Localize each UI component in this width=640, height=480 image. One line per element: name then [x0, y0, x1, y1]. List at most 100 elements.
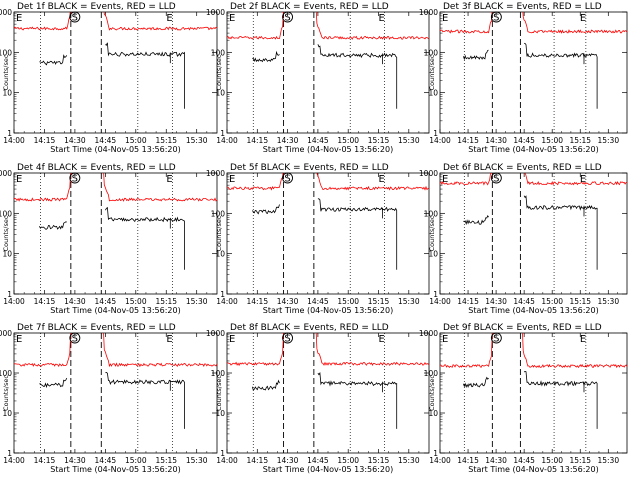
- events-series: [463, 49, 489, 61]
- x-tick-label: 14:30: [485, 136, 507, 145]
- y-axis-label: Counts/sec: [215, 375, 223, 411]
- y-tick-label: 100: [211, 48, 226, 57]
- start-marker: S: [493, 13, 499, 24]
- end-marker: E: [580, 174, 586, 185]
- x-tick-label: 15:15: [569, 456, 591, 465]
- y-tick-label: 1000: [206, 329, 225, 338]
- events-series: [463, 214, 489, 226]
- x-axis-label: Start Time (04-Nov-05 13:56:20): [50, 306, 180, 315]
- x-tick-label: 14:30: [277, 297, 299, 306]
- plot-frame: [13, 172, 218, 295]
- x-tick-label: 15:00: [337, 136, 359, 145]
- x-tick-label: 15:30: [186, 136, 208, 145]
- x-tick-label: 14:30: [277, 456, 299, 465]
- panel-det-5: Det 5f BLACK = Events, RED = LLD 14:00 14:…: [206, 163, 430, 315]
- end-marker: E: [166, 13, 172, 24]
- x-tick-label: 15:30: [398, 456, 420, 465]
- start-marker-circle: [282, 172, 294, 184]
- end-marker: E: [379, 174, 385, 185]
- x-tick-label: 15:30: [597, 297, 619, 306]
- events-series: [523, 370, 598, 429]
- events-series: [463, 376, 489, 388]
- x-tick-label: 15:00: [337, 297, 359, 306]
- plot-frame: [13, 332, 218, 454]
- lld-series: [14, 12, 217, 31]
- y-tick-label: 10: [428, 409, 438, 418]
- x-tick-label: 14:30: [64, 456, 86, 465]
- y-tick-label: 1: [7, 129, 12, 138]
- y-tick-label: 10: [215, 250, 225, 259]
- end-marker: E: [379, 13, 385, 24]
- events-series: [252, 50, 280, 63]
- x-tick-label: 14:15: [34, 297, 56, 306]
- x-tick-label: 14:00: [3, 456, 25, 465]
- plot-frame: [439, 332, 628, 454]
- panel-title: Det 9f BLACK = Events, RED = LLD: [443, 323, 602, 333]
- panel-title: Det 4f BLACK = Events, RED = LLD: [17, 163, 176, 173]
- y-tick-label: 1: [220, 449, 225, 458]
- x-tick-label: 15:00: [541, 136, 563, 145]
- y-tick-label: 10: [428, 250, 438, 259]
- plot-frame: [226, 332, 430, 454]
- y-tick-label: 100: [424, 369, 439, 378]
- start-marker: S: [72, 174, 78, 185]
- start-marker-left: E: [16, 13, 22, 24]
- x-tick-label: 14:00: [429, 297, 451, 306]
- x-tick-label: 14:15: [457, 136, 479, 145]
- start-marker: S: [284, 334, 290, 345]
- panel-det-9: Det 9f BLACK = Events, RED = LLD 14:00 14:…: [419, 323, 628, 474]
- x-axis-label: Start Time (04-Nov-05 13:56:20): [263, 306, 393, 315]
- panel-det-6: Det 6f BLACK = Events, RED = LLD 14:00 14:…: [419, 163, 628, 315]
- y-tick-label: 1000: [0, 169, 12, 178]
- y-axis-label: Counts/sec: [428, 54, 436, 90]
- x-tick-label: 15:30: [597, 136, 619, 145]
- panel-title: Det 7f BLACK = Events, RED = LLD: [17, 323, 176, 333]
- x-tick-label: 15:30: [398, 297, 420, 306]
- panel-det-2: Det 2f BLACK = Events, RED = LLD 14:00 14:…: [206, 2, 430, 154]
- lld-series: [440, 333, 627, 369]
- x-tick-label: 14:30: [64, 297, 86, 306]
- x-tick-label: 14:45: [307, 136, 329, 145]
- plot-frame: [226, 172, 430, 295]
- lld-series: [227, 173, 429, 191]
- x-tick-label: 14:30: [64, 136, 86, 145]
- y-tick-label: 1000: [419, 8, 438, 17]
- end-marker: E: [166, 174, 172, 185]
- x-tick-label: 14:00: [216, 297, 238, 306]
- x-tick-label: 15:00: [541, 456, 563, 465]
- x-tick-label: 15:00: [337, 456, 359, 465]
- x-tick-label: 14:15: [34, 136, 56, 145]
- panel-title: Det 1f BLACK = Events, RED = LLD: [17, 2, 176, 12]
- plot-frame: [439, 11, 628, 134]
- x-tick-label: 14:15: [457, 456, 479, 465]
- end-marker: E: [379, 334, 385, 345]
- start-marker: S: [72, 13, 78, 24]
- x-tick-label: 14:00: [429, 456, 451, 465]
- panel-det-1: Det 1f BLACK = Events, RED = LLD 14:00 14:…: [0, 2, 218, 154]
- x-tick-label: 15:15: [368, 297, 390, 306]
- y-tick-label: 100: [211, 209, 226, 218]
- x-tick-label: 14:15: [457, 297, 479, 306]
- start-marker: S: [284, 13, 290, 24]
- events-series: [105, 206, 185, 270]
- y-axis-label: Counts/sec: [215, 54, 223, 90]
- y-tick-label: 10: [2, 250, 12, 259]
- start-marker-circle: [69, 332, 81, 344]
- y-axis-label: Counts/sec: [2, 375, 10, 411]
- x-tick-label: 14:00: [3, 136, 25, 145]
- x-tick-label: 14:45: [95, 456, 117, 465]
- x-tick-label: 14:15: [246, 456, 268, 465]
- y-tick-label: 1000: [206, 169, 225, 178]
- panel-det-3: Det 3f BLACK = Events, RED = LLD 14:00 14:…: [419, 2, 628, 154]
- y-tick-label: 100: [424, 48, 439, 57]
- events-series: [317, 198, 398, 270]
- end-marker: E: [166, 334, 172, 345]
- y-tick-label: 1: [433, 449, 438, 458]
- y-tick-label: 100: [211, 369, 226, 378]
- x-tick-label: 15:15: [569, 297, 591, 306]
- y-axis-label: Counts/sec: [215, 215, 223, 251]
- y-tick-label: 10: [2, 89, 12, 98]
- events-series: [39, 377, 68, 389]
- start-marker-left: E: [442, 334, 448, 345]
- events-series: [523, 42, 598, 109]
